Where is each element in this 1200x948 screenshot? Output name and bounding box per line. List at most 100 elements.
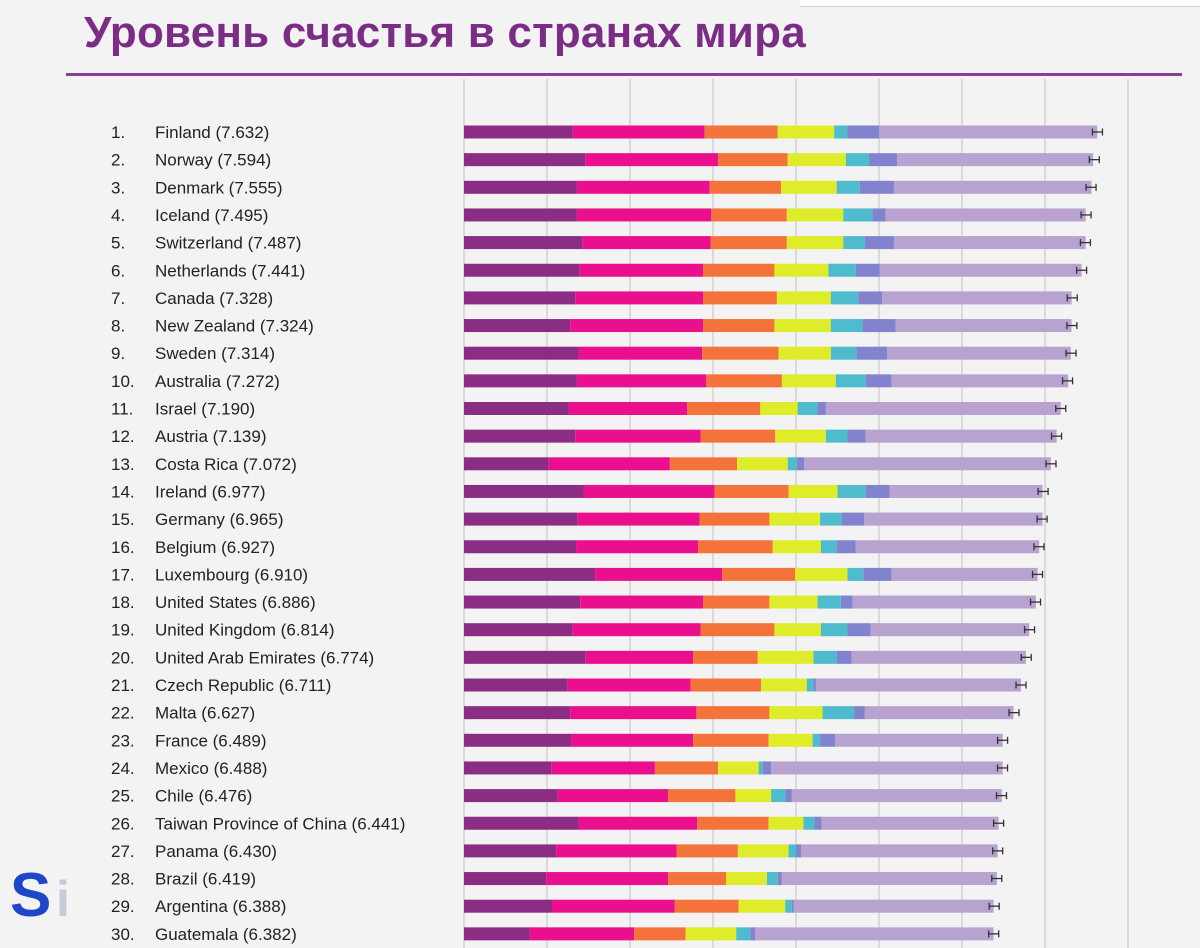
- bar-segment: [757, 650, 814, 664]
- bar-segment: [804, 457, 1051, 471]
- bar-segment: [774, 263, 829, 277]
- error-bar: [996, 764, 1009, 772]
- bar-segment: [464, 733, 572, 747]
- bar-segment: [704, 125, 778, 139]
- bar-segment: [464, 125, 573, 139]
- error-bar: [1023, 626, 1036, 634]
- bar-segment: [567, 678, 691, 692]
- country-label: United States (6.886): [155, 593, 316, 612]
- bar-segment: [775, 429, 826, 443]
- bar-segment: [703, 595, 770, 609]
- bar-segment: [869, 153, 898, 167]
- bar-segment: [464, 789, 558, 803]
- bar-segment: [654, 761, 718, 775]
- bar-segment: [772, 540, 821, 554]
- country-label: Ireland (6.977): [155, 482, 266, 501]
- bar-segment: [464, 650, 586, 664]
- bar-segment: [711, 208, 787, 222]
- rank-label: 11.: [111, 400, 133, 419]
- bar-segment: [464, 346, 579, 360]
- rank-label: 10.: [111, 372, 135, 391]
- bar-segment: [464, 567, 596, 581]
- bar-segment: [776, 291, 831, 305]
- bar-segment: [551, 761, 655, 775]
- error-bar: [1008, 709, 1020, 717]
- bar-segment: [556, 844, 677, 858]
- bar-segment: [703, 291, 777, 305]
- bar-segment: [750, 927, 756, 941]
- error-bar: [1045, 460, 1057, 468]
- bar-segment: [771, 761, 1003, 775]
- bar-segment: [836, 540, 856, 554]
- bar-segment: [820, 623, 848, 637]
- bar-segment: [568, 402, 688, 415]
- bar-segment: [781, 872, 997, 886]
- error-bar: [988, 902, 1000, 910]
- bar-segment: [546, 872, 669, 886]
- bar-segment: [774, 319, 831, 333]
- rank-label: 29.: [111, 897, 135, 916]
- bar-segment: [835, 374, 866, 388]
- bar-segment: [464, 180, 577, 194]
- bar-segment: [693, 650, 758, 664]
- error-bar: [1031, 570, 1044, 578]
- bar-segment: [464, 927, 530, 941]
- bar-segment: [820, 540, 837, 554]
- bar-segment: [687, 402, 761, 415]
- country-label: Austria (7.139): [155, 427, 267, 446]
- bar-segment: [774, 623, 821, 637]
- rank-label: 30.: [111, 925, 135, 944]
- bar-segment: [575, 291, 704, 305]
- bar-segment: [706, 374, 782, 388]
- bar-segment: [843, 236, 865, 250]
- bar-segment: [845, 153, 870, 167]
- error-bar: [1080, 211, 1092, 219]
- error-bar: [1079, 239, 1092, 247]
- country-label: New Zealand (7.324): [155, 317, 314, 336]
- bar-segment: [787, 153, 846, 167]
- rank-label: 27.: [111, 842, 135, 861]
- bar-segment: [464, 844, 557, 858]
- rank-label: 4.: [111, 206, 125, 225]
- bar-segment: [582, 236, 711, 250]
- bar-segment: [697, 816, 769, 830]
- country-label: United Arab Emirates (6.774): [155, 648, 374, 667]
- bar-segment: [781, 180, 837, 194]
- country-label: Czech Republic (6.711): [155, 676, 331, 695]
- chart-title: Уровень счастья в странах мира: [84, 8, 806, 57]
- bar-segment: [872, 208, 886, 222]
- bar-segment: [668, 872, 727, 886]
- error-bar: [1015, 681, 1027, 689]
- bar-segment: [800, 844, 998, 858]
- bar-segment: [796, 844, 801, 858]
- bar-segment: [768, 816, 804, 830]
- error-bar: [1020, 653, 1032, 661]
- country-label: United Kingdom (6.814): [155, 621, 335, 640]
- error-bar: [1091, 128, 1104, 136]
- error-bar: [1055, 405, 1067, 412]
- bar-segment: [669, 457, 738, 471]
- bar-segment: [847, 623, 871, 637]
- rank-label: 13.: [111, 455, 135, 474]
- country-label: Norway (7.594): [155, 151, 271, 170]
- country-label: Belgium (6.927): [155, 538, 275, 557]
- bar-segment: [822, 706, 855, 720]
- bar-segment: [891, 374, 1069, 388]
- bar-segment: [864, 512, 1043, 526]
- bar-segment: [841, 512, 865, 526]
- bar-segment: [700, 623, 775, 637]
- bar-segment: [464, 319, 571, 333]
- rank-label: 17.: [111, 565, 135, 584]
- bar-segment: [865, 429, 1057, 443]
- bar-segment: [830, 319, 863, 333]
- bar-segment: [769, 595, 818, 609]
- error-bar: [1065, 349, 1077, 357]
- bar-segment: [717, 761, 759, 775]
- bar-segment: [576, 540, 699, 554]
- error-bar: [995, 792, 1008, 800]
- rank-label: 18.: [111, 593, 135, 612]
- rank-label: 3.: [111, 178, 125, 197]
- bar-segment: [769, 512, 821, 526]
- bar-segment: [863, 567, 892, 581]
